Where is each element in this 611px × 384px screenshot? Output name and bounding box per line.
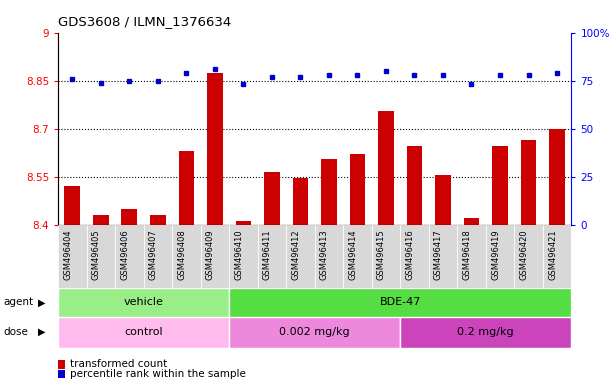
Bar — [464, 218, 480, 225]
Text: GSM496409: GSM496409 — [206, 230, 215, 280]
Bar — [378, 111, 394, 225]
Text: GSM496421: GSM496421 — [548, 230, 557, 280]
Text: GSM496416: GSM496416 — [406, 230, 414, 280]
Bar — [122, 209, 137, 225]
Text: ▶: ▶ — [38, 297, 45, 308]
FancyBboxPatch shape — [315, 225, 343, 288]
Text: GDS3608 / ILMN_1376634: GDS3608 / ILMN_1376634 — [58, 15, 232, 28]
Text: dose: dose — [3, 327, 28, 337]
Bar — [150, 215, 166, 225]
Bar — [549, 129, 565, 225]
FancyBboxPatch shape — [115, 225, 144, 288]
Bar — [65, 186, 80, 225]
Text: percentile rank within the sample: percentile rank within the sample — [70, 369, 246, 379]
Bar — [58, 288, 229, 317]
FancyBboxPatch shape — [343, 225, 371, 288]
Text: GSM496411: GSM496411 — [263, 230, 272, 280]
FancyBboxPatch shape — [486, 225, 514, 288]
FancyBboxPatch shape — [543, 225, 571, 288]
FancyBboxPatch shape — [371, 225, 400, 288]
Text: GSM496419: GSM496419 — [491, 230, 500, 280]
FancyBboxPatch shape — [87, 225, 115, 288]
Bar — [229, 288, 571, 317]
Text: GSM496420: GSM496420 — [519, 230, 529, 280]
Text: GSM496405: GSM496405 — [92, 230, 101, 280]
Text: GSM496410: GSM496410 — [235, 230, 243, 280]
Text: GSM496412: GSM496412 — [291, 230, 301, 280]
Text: vehicle: vehicle — [123, 297, 164, 308]
Bar — [407, 146, 422, 225]
FancyBboxPatch shape — [429, 225, 457, 288]
Bar — [400, 317, 571, 348]
Bar — [178, 151, 194, 225]
Bar — [58, 317, 229, 348]
Text: GSM496417: GSM496417 — [434, 230, 443, 280]
Bar — [293, 178, 309, 225]
FancyBboxPatch shape — [286, 225, 315, 288]
Text: GSM496414: GSM496414 — [348, 230, 357, 280]
Bar — [236, 222, 251, 225]
FancyBboxPatch shape — [144, 225, 172, 288]
Bar — [521, 140, 536, 225]
Bar — [58, 370, 65, 378]
Bar — [93, 215, 109, 225]
FancyBboxPatch shape — [58, 225, 87, 288]
FancyBboxPatch shape — [514, 225, 543, 288]
Text: agent: agent — [3, 297, 33, 308]
FancyBboxPatch shape — [200, 225, 229, 288]
Bar — [435, 175, 451, 225]
Text: 0.2 mg/kg: 0.2 mg/kg — [458, 327, 514, 337]
Text: ▶: ▶ — [38, 327, 45, 337]
Bar — [492, 146, 508, 225]
FancyBboxPatch shape — [229, 225, 258, 288]
FancyBboxPatch shape — [457, 225, 486, 288]
Text: transformed count: transformed count — [70, 359, 167, 369]
Bar — [229, 317, 400, 348]
Bar — [207, 73, 223, 225]
Bar — [321, 159, 337, 225]
FancyBboxPatch shape — [400, 225, 429, 288]
Text: GSM496413: GSM496413 — [320, 230, 329, 280]
Text: GSM496406: GSM496406 — [120, 230, 130, 280]
FancyBboxPatch shape — [172, 225, 200, 288]
Text: GSM496404: GSM496404 — [64, 230, 72, 280]
Text: control: control — [124, 327, 163, 337]
Bar — [264, 172, 280, 225]
Text: GSM496408: GSM496408 — [177, 230, 186, 280]
Text: GSM496407: GSM496407 — [149, 230, 158, 280]
FancyBboxPatch shape — [258, 225, 286, 288]
Text: BDE-47: BDE-47 — [379, 297, 421, 308]
Text: 0.002 mg/kg: 0.002 mg/kg — [279, 327, 350, 337]
Bar — [349, 154, 365, 225]
Text: GSM496418: GSM496418 — [463, 230, 472, 280]
Text: GSM496415: GSM496415 — [377, 230, 386, 280]
Bar — [58, 360, 65, 369]
